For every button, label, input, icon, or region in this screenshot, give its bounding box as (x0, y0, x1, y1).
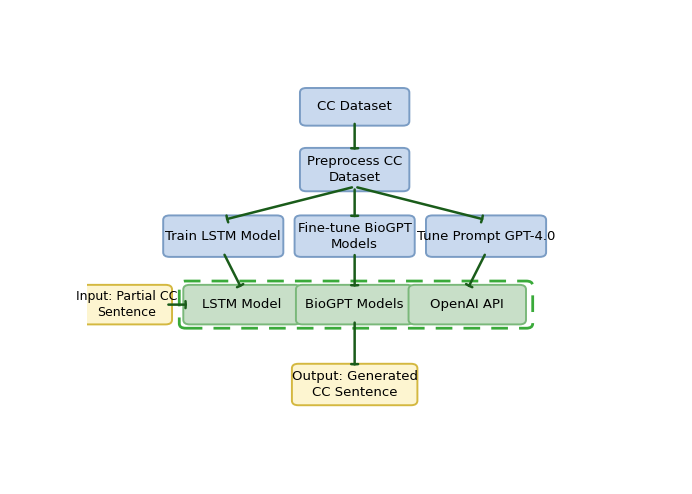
Text: Fine-tune BioGPT
Models: Fine-tune BioGPT Models (298, 222, 412, 250)
FancyBboxPatch shape (295, 215, 415, 257)
Text: Output: Generated
CC Sentence: Output: Generated CC Sentence (291, 370, 418, 399)
Text: Train LSTM Model: Train LSTM Model (165, 230, 281, 243)
Text: LSTM Model: LSTM Model (202, 298, 282, 311)
FancyBboxPatch shape (296, 285, 413, 325)
FancyBboxPatch shape (292, 364, 417, 405)
FancyBboxPatch shape (426, 215, 546, 257)
FancyBboxPatch shape (300, 88, 410, 125)
FancyBboxPatch shape (408, 285, 526, 325)
FancyBboxPatch shape (183, 285, 301, 325)
Text: Tune Prompt GPT-4.0: Tune Prompt GPT-4.0 (417, 230, 555, 243)
Text: Input: Partial CC
Sentence: Input: Partial CC Sentence (76, 290, 177, 319)
FancyBboxPatch shape (300, 148, 410, 191)
Text: OpenAI API: OpenAI API (430, 298, 504, 311)
Text: CC Dataset: CC Dataset (317, 100, 392, 113)
Text: Preprocess CC
Dataset: Preprocess CC Dataset (307, 155, 402, 184)
Text: BioGPT Models: BioGPT Models (305, 298, 404, 311)
FancyBboxPatch shape (82, 285, 172, 325)
FancyBboxPatch shape (163, 215, 283, 257)
